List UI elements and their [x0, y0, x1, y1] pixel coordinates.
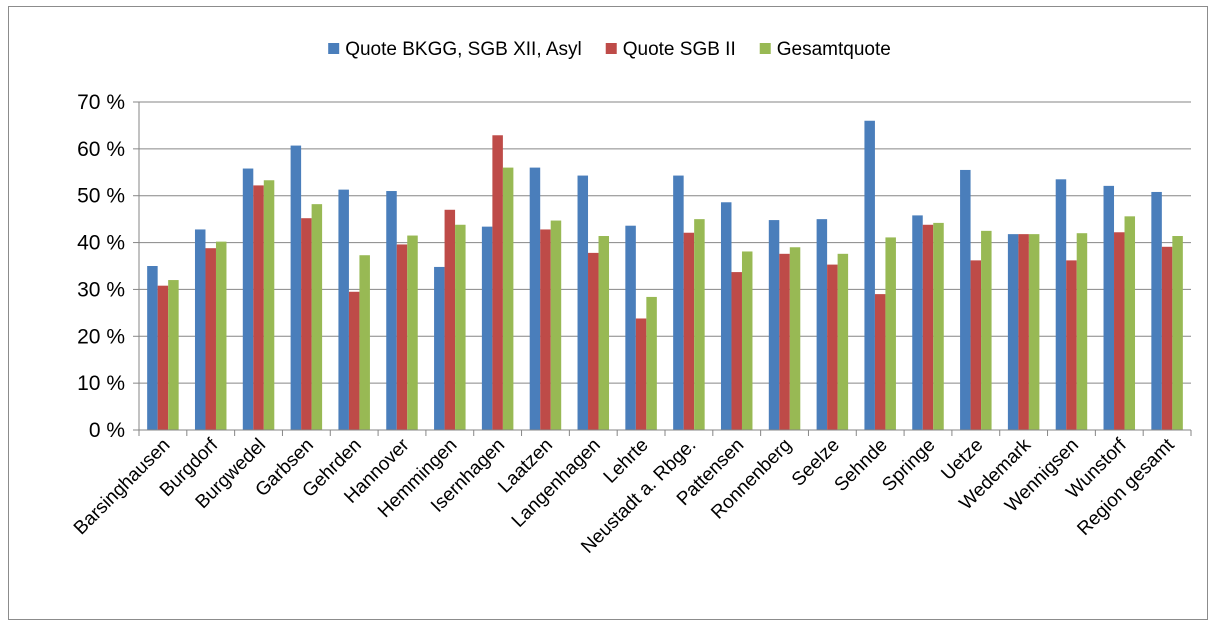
- bar: [837, 253, 849, 430]
- bar: [396, 244, 408, 430]
- bar: [434, 266, 445, 430]
- bar: [157, 285, 169, 430]
- bar: [694, 219, 705, 430]
- bar: [1151, 191, 1162, 430]
- bar: [550, 220, 562, 430]
- legend-label: Gesamtquote: [777, 39, 891, 60]
- bar: [970, 260, 982, 430]
- bar: [147, 266, 158, 430]
- legend-label: Quote BKGG, SGB XII, Asyl: [345, 39, 582, 60]
- bar: [874, 294, 886, 430]
- bar: [386, 191, 397, 430]
- bar: [1124, 216, 1136, 430]
- legend-swatch: [605, 43, 617, 54]
- bar: [1028, 234, 1040, 430]
- bar: [338, 189, 349, 430]
- bar: [768, 220, 780, 430]
- bar: [625, 225, 636, 430]
- bar: [540, 229, 551, 430]
- bar: [1114, 232, 1125, 430]
- bar: [1103, 185, 1115, 430]
- bar: [502, 167, 514, 430]
- bar: [960, 169, 971, 430]
- y-tick-label: 70 %: [77, 91, 125, 114]
- bar: [407, 235, 418, 430]
- legend-swatch: [328, 43, 340, 54]
- bar: [1161, 246, 1173, 430]
- bar: [290, 145, 302, 430]
- y-tick-label: 50 %: [77, 185, 125, 208]
- bar: [253, 185, 264, 430]
- bar: [779, 253, 790, 430]
- legend-label: Quote SGB II: [623, 39, 736, 60]
- bar: [673, 175, 684, 430]
- bar: [242, 168, 254, 430]
- y-tick-label: 30 %: [77, 278, 125, 301]
- bar: [885, 237, 896, 430]
- bar: [455, 224, 466, 430]
- bar: [1172, 236, 1183, 430]
- y-tick-label: 10 %: [77, 372, 125, 395]
- bar: [529, 167, 541, 430]
- bar: [263, 180, 275, 430]
- bar: [598, 236, 610, 430]
- bar: [492, 135, 503, 431]
- bar: [816, 219, 828, 430]
- x-tick-label: Sehnde: [831, 435, 892, 496]
- bar: [311, 204, 323, 430]
- bar: [683, 232, 695, 430]
- y-tick-label: 60 %: [77, 138, 125, 161]
- bar: [1018, 234, 1029, 430]
- bar: [635, 318, 647, 430]
- bar: [1055, 179, 1067, 430]
- bar: [215, 241, 227, 430]
- bar: [731, 272, 742, 430]
- bar: [194, 229, 206, 430]
- bar: [301, 218, 312, 430]
- bar: [1076, 233, 1088, 430]
- bar: [577, 175, 589, 430]
- bar: [1007, 234, 1019, 430]
- bar: [168, 280, 179, 430]
- bar: [646, 296, 657, 430]
- bar: [912, 215, 923, 430]
- bar: [720, 202, 732, 430]
- x-tick-label: Springe: [878, 435, 939, 496]
- bar: [481, 226, 493, 430]
- bar: [348, 291, 360, 430]
- bar: [827, 264, 838, 430]
- bar: [981, 230, 992, 430]
- bar: [359, 255, 370, 430]
- bar: [444, 209, 456, 430]
- y-tick-label: 20 %: [77, 325, 125, 348]
- bar: [864, 120, 875, 430]
- bar: [922, 224, 934, 430]
- legend-swatch: [759, 43, 771, 54]
- bar: [741, 251, 753, 430]
- bar: [1066, 260, 1077, 430]
- y-tick-label: 0 %: [89, 419, 125, 442]
- bar: [933, 222, 944, 430]
- bar: [789, 247, 801, 430]
- bar: [205, 248, 216, 430]
- y-tick-label: 40 %: [77, 232, 125, 255]
- bar: [588, 252, 599, 430]
